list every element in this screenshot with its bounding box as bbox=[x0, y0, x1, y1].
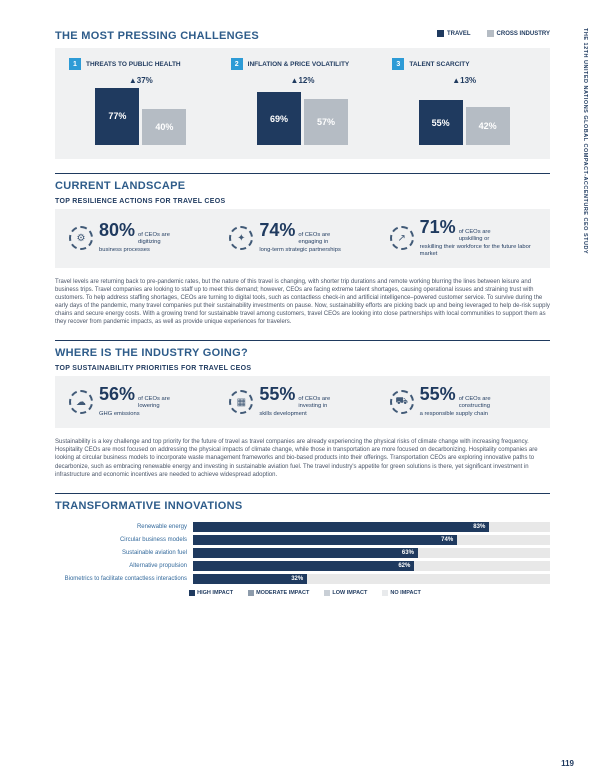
divider bbox=[55, 173, 550, 174]
stat-item: ✦ 74% of CEOs areengaging in long-term s… bbox=[229, 219, 375, 258]
landscape-stats: ⚙ 80% of CEOs aredigitizing business pro… bbox=[55, 209, 550, 268]
stat-icon: ▦ bbox=[229, 390, 253, 414]
stat-icon: ✦ bbox=[229, 226, 253, 250]
subhead-landscape: TOP RESILIENCE ACTIONS FOR TRAVEL CEOS bbox=[55, 198, 550, 205]
challenge-item: 1THREATS TO PUBLIC HEALTH ▲37% 77% 40% bbox=[69, 58, 213, 145]
stat-icon: ⛟ bbox=[390, 390, 414, 414]
section-title-landscape: CURRENT LANDSCAPE bbox=[55, 180, 550, 192]
industry-stats: ☁ 56% of CEOs arelowering GHG emissions … bbox=[55, 376, 550, 428]
stat-item: ⚙ 80% of CEOs aredigitizing business pro… bbox=[69, 219, 215, 258]
stat-icon: ☁ bbox=[69, 390, 93, 414]
side-running-header: THE 12TH UNITED NATIONS GLOBAL COMPACT-A… bbox=[582, 28, 588, 254]
industry-body: Sustainability is a key challenge and to… bbox=[55, 438, 550, 478]
landscape-body: Travel levels are returning back to pre-… bbox=[55, 278, 550, 327]
divider bbox=[55, 340, 550, 341]
innovation-row: Circular business models 74% bbox=[55, 535, 550, 545]
innovation-row: Renewable energy 83% bbox=[55, 522, 550, 532]
innovation-row: Biometrics to facilitate contactless int… bbox=[55, 574, 550, 584]
section-title-industry: WHERE IS THE INDUSTRY GOING? bbox=[55, 347, 550, 359]
divider bbox=[55, 493, 550, 494]
stat-item: ☁ 56% of CEOs arelowering GHG emissions bbox=[69, 386, 215, 418]
legend-top: TRAVELCROSS INDUSTRY bbox=[421, 30, 550, 39]
stat-item: ⛟ 55% of CEOs areconstructing a responsi… bbox=[390, 386, 536, 418]
challenge-item: 3TALENT SCARCITY ▲13% 55% 42% bbox=[392, 58, 536, 145]
stat-icon: ↗ bbox=[390, 226, 414, 250]
innovation-row: Alternative propulsion 62% bbox=[55, 561, 550, 571]
section-title-innovations: TRANSFORMATIVE INNOVATIONS bbox=[55, 500, 550, 512]
stat-icon: ⚙ bbox=[69, 226, 93, 250]
innovation-row: Sustainable aviation fuel 63% bbox=[55, 548, 550, 558]
innovations-legend: HIGH IMPACTMODERATE IMPACTLOW IMPACTNO I… bbox=[55, 590, 550, 598]
challenge-item: 2INFLATION & PRICE VOLATILITY ▲12% 69% 5… bbox=[231, 58, 375, 145]
page-number: 119 bbox=[561, 759, 574, 768]
stat-item: ▦ 55% of CEOs areinvesting in skills dev… bbox=[229, 386, 375, 418]
subhead-industry: TOP SUSTAINABILITY PRIORITIES FOR TRAVEL… bbox=[55, 365, 550, 372]
stat-item: ↗ 71% of CEOs areupskilling or reskillin… bbox=[390, 219, 536, 258]
challenges-panel: 1THREATS TO PUBLIC HEALTH ▲37% 77% 40% 2… bbox=[55, 48, 550, 159]
